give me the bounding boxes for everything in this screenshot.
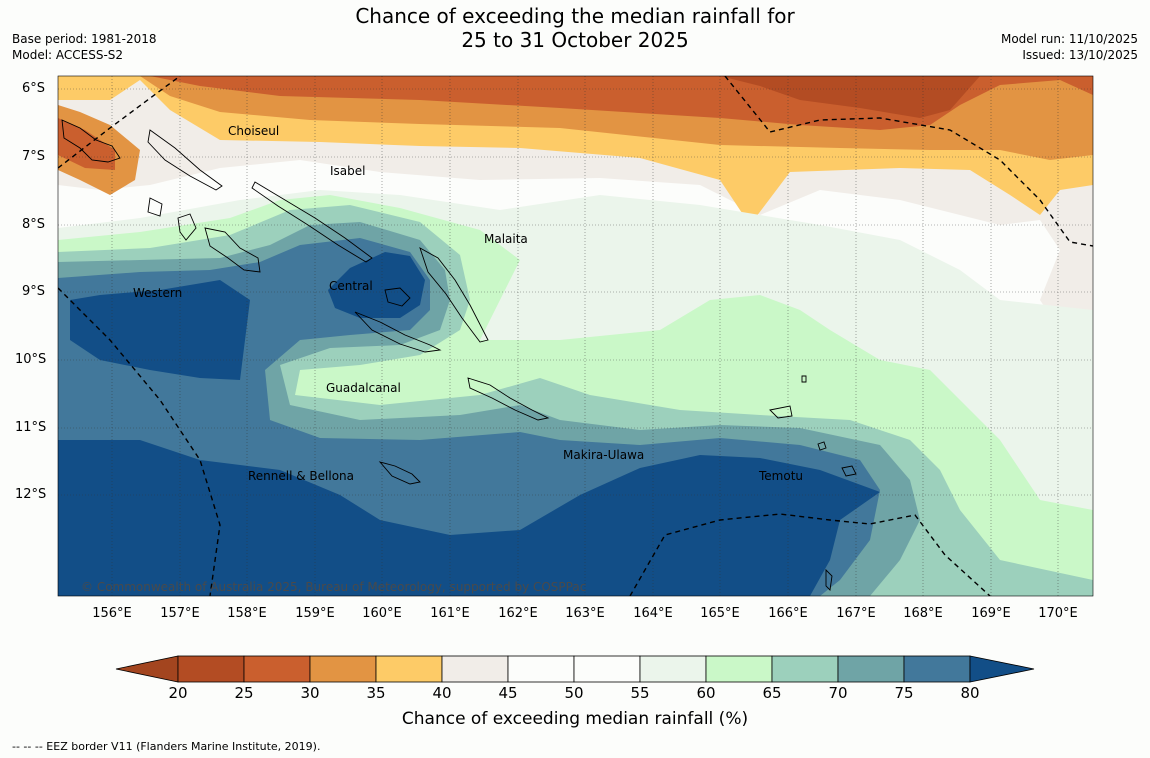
- band-over-80-central: [328, 252, 425, 318]
- coastlines: [61, 119, 857, 591]
- colorbar-over-arrow: [969, 655, 1035, 683]
- colorbar-cell-20-25: [177, 655, 245, 683]
- region-label-makira-ulawa: Makira-Ulawa: [563, 448, 645, 462]
- colorbar-tick: 20: [168, 684, 188, 702]
- region-label-central: Central: [329, 279, 373, 293]
- region-label-temotu: Temotu: [759, 469, 804, 483]
- lon-label: 169°E: [971, 606, 1011, 621]
- lon-label: 156°E: [92, 606, 132, 621]
- lon-label: 167°E: [836, 606, 876, 621]
- eez-borders: [58, 76, 1093, 596]
- colorbar-cell-45-50: [507, 655, 575, 683]
- colorbar-cell-70-75: [837, 655, 905, 683]
- lat-label: 11°S: [15, 420, 47, 435]
- lon-label: 162°E: [498, 606, 538, 621]
- colorbar-tick: 35: [366, 684, 386, 702]
- colorbar-label: Chance of exceeding median rainfall (%): [401, 709, 749, 729]
- meta-right: Model run: 11/10/2025 Issued: 13/10/2025: [1001, 31, 1138, 63]
- issued-date: Issued: 13/10/2025: [1022, 48, 1138, 62]
- colorbar-tick: 75: [894, 684, 914, 702]
- colorbar-cell-55-60: [639, 655, 707, 683]
- band-over-80-south: [58, 440, 880, 596]
- lon-label: 164°E: [633, 606, 673, 621]
- colorbar-under-arrow: [115, 655, 179, 683]
- map-title: Chance of exceeding the median rainfall …: [0, 4, 1150, 52]
- colorbar-cell-60-65: [705, 655, 773, 683]
- colorbar-tick: 25: [234, 684, 254, 702]
- lat-label: 9°S: [22, 284, 46, 299]
- lon-label: 165°E: [700, 606, 740, 621]
- lon-label: 158°E: [227, 606, 267, 621]
- lat-label: 12°S: [15, 487, 47, 502]
- lon-label: 166°E: [768, 606, 808, 621]
- colorbar: [115, 655, 1035, 683]
- lon-label: 161°E: [430, 606, 470, 621]
- colorbar-cell-65-70: [771, 655, 839, 683]
- eez-legend-note: -- -- -- EEZ border V11 (Flanders Marine…: [12, 740, 321, 753]
- colorbar-tick: 65: [762, 684, 782, 702]
- model-name: Model: ACCESS-S2: [12, 48, 124, 62]
- lon-label: 160°E: [362, 606, 402, 621]
- band-20-25-north: [720, 76, 980, 118]
- lon-label: 157°E: [160, 606, 200, 621]
- meta-left: Base period: 1981-2018 Model: ACCESS-S2: [12, 31, 157, 63]
- region-label-isabel: Isabel: [330, 164, 366, 178]
- colorbar-cell-40-45: [441, 655, 509, 683]
- colorbar-tick: 45: [498, 684, 518, 702]
- colorbar-tick: 40: [432, 684, 452, 702]
- title-line-1: Chance of exceeding the median rainfall …: [355, 4, 795, 28]
- lat-label: 10°S: [15, 352, 47, 367]
- colorbar-tick: 50: [564, 684, 584, 702]
- title-line-2: 25 to 31 October 2025: [461, 28, 689, 52]
- region-label-western: Western: [133, 286, 183, 300]
- band-over-80-west: [70, 280, 250, 380]
- base-period: Base period: 1981-2018: [12, 32, 157, 46]
- lon-label: 159°E: [295, 606, 335, 621]
- colorbar-tick: 55: [630, 684, 650, 702]
- lat-label: 8°S: [22, 217, 46, 232]
- colorbar-cell-25-30: [243, 655, 311, 683]
- region-label-malaita: Malaita: [484, 232, 528, 246]
- colorbar-tick: 30: [300, 684, 320, 702]
- lon-label: 170°E: [1038, 606, 1078, 621]
- region-label-choiseul: Choiseul: [228, 124, 280, 138]
- colorbar-cell-35-40: [375, 655, 443, 683]
- colorbar-tick: 60: [696, 684, 716, 702]
- colorbar-cell-30-35: [309, 655, 377, 683]
- lat-label: 7°S: [22, 149, 46, 164]
- region-label-rennell-bellona: Rennell & Bellona: [248, 469, 355, 483]
- colorbar-cell-50-55: [573, 655, 641, 683]
- lon-label: 168°E: [903, 606, 943, 621]
- region-label-guadalcanal: Guadalcanal: [326, 381, 401, 395]
- model-run: Model run: 11/10/2025: [1000, 32, 1138, 46]
- colorbar-tick: 80: [960, 684, 980, 702]
- colorbar-tick: 70: [828, 684, 848, 702]
- copyright-notice: © Commonwealth of Australia 2025, Bureau…: [81, 580, 587, 594]
- lon-label: 163°E: [565, 606, 605, 621]
- colorbar-cell-75-80: [903, 655, 971, 683]
- lat-label: 6°S: [22, 81, 46, 96]
- rainfall-map: [58, 76, 1093, 596]
